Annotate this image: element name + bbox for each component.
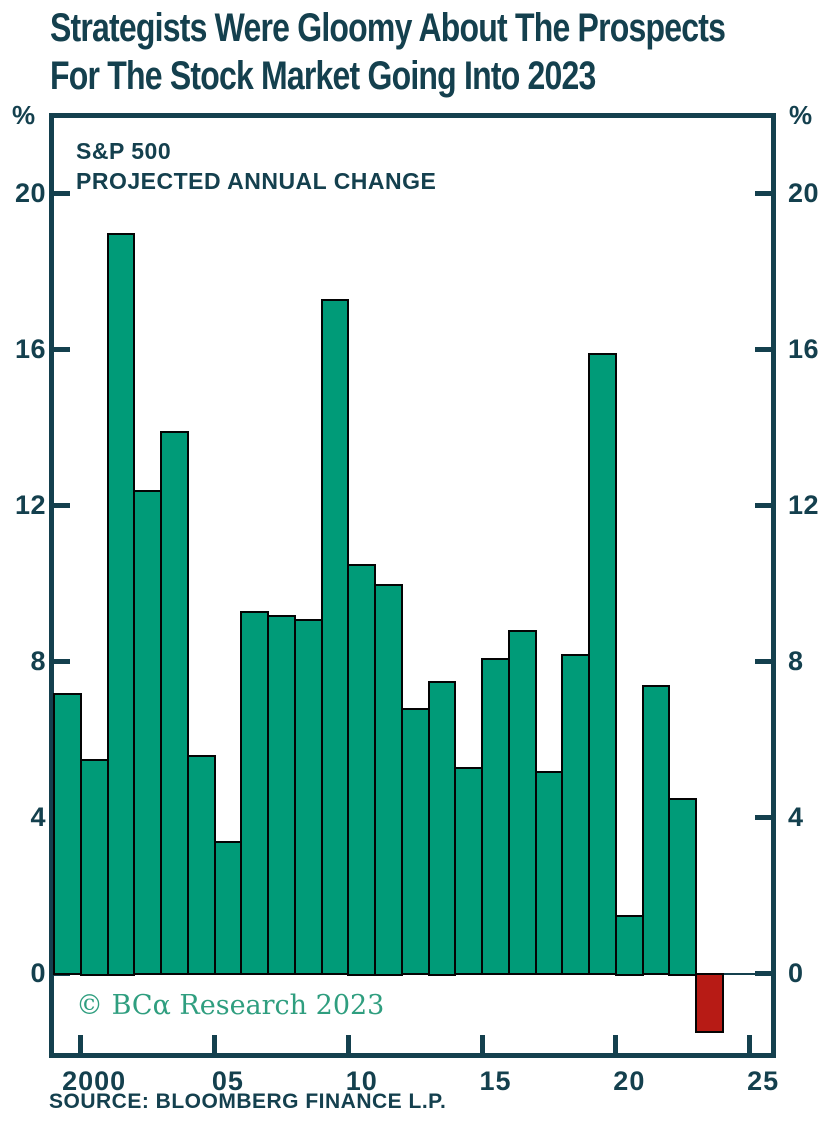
- bar-2004: [186, 755, 216, 976]
- y-axis-unit-left: %: [12, 100, 36, 130]
- bar-2021: [641, 684, 671, 976]
- y-tick-right-8: [755, 659, 771, 664]
- page-title-line-1: Strategists Were Gloomy About The Prospe…: [50, 6, 726, 50]
- bar-2008: [293, 618, 323, 976]
- y-tick-left-20: [54, 191, 70, 196]
- page-title-line-2: For The Stock Market Going Into 2023: [50, 54, 596, 98]
- y-tick-right-0: [755, 971, 771, 976]
- y-tick-right-20: [755, 191, 771, 196]
- chart-header: S&P 500 PROJECTED ANNUAL CHANGE: [76, 136, 436, 196]
- x-axis-label-2020: 20: [613, 1066, 646, 1096]
- x-axis-label-2010: 10: [345, 1066, 378, 1096]
- y-axis-label-right-0: 0: [788, 957, 804, 988]
- bar-2009: [320, 298, 350, 976]
- y-axis-unit-right: %: [789, 100, 813, 130]
- bar-2023: [695, 972, 724, 1033]
- bar-2006: [240, 610, 270, 976]
- bar-2000: [79, 759, 109, 976]
- chart-plot-area: [53, 118, 771, 1053]
- y-tick-left-16: [54, 347, 70, 352]
- chart-plot-frame: [49, 113, 776, 1058]
- bar-2015: [481, 657, 510, 976]
- bar-2020: [614, 915, 644, 976]
- y-axis-label-right-20: 20: [788, 177, 820, 208]
- bar-2013: [427, 681, 457, 976]
- bar-2007: [267, 614, 296, 976]
- bar-2005: [213, 840, 243, 976]
- y-tick-right-4: [755, 815, 771, 820]
- bar-2018: [561, 653, 591, 976]
- x-tick-2010: [345, 1035, 351, 1053]
- y-tick-right-12: [755, 503, 771, 508]
- x-axis-label-2000: 2000: [62, 1066, 127, 1096]
- x-axis-label-2005: 05: [211, 1066, 244, 1096]
- bar-2011: [374, 583, 403, 976]
- y-axis-label-right-16: 16: [788, 333, 820, 364]
- x-tick-2015: [479, 1035, 485, 1053]
- y-axis-label-left-20: 20: [14, 177, 46, 208]
- bar-1999: [53, 692, 82, 976]
- bar-2002: [133, 489, 163, 976]
- bar-2003: [160, 431, 189, 976]
- bar-2017: [534, 770, 564, 976]
- x-tick-2025: [747, 1035, 753, 1053]
- copyright-text: © BCα Research 2023: [76, 990, 385, 1021]
- bar-2001: [106, 232, 136, 976]
- y-axis-label-left-12: 12: [14, 489, 46, 520]
- y-tick-left-12: [54, 503, 70, 508]
- x-axis-label-2015: 15: [479, 1066, 512, 1096]
- bar-2010: [347, 564, 377, 976]
- y-axis-label-right-8: 8: [788, 645, 804, 676]
- x-tick-2020: [613, 1035, 619, 1053]
- x-tick-2000: [78, 1035, 84, 1053]
- bar-2012: [400, 708, 430, 976]
- bar-2016: [507, 630, 537, 976]
- y-axis-label-left-4: 4: [30, 801, 46, 832]
- x-tick-2005: [212, 1035, 218, 1053]
- y-axis-label-left-0: 0: [30, 957, 46, 988]
- y-axis-label-right-4: 4: [788, 801, 804, 832]
- y-tick-left-8: [54, 659, 70, 664]
- y-axis-label-left-8: 8: [30, 645, 46, 676]
- bar-2022: [668, 798, 698, 976]
- source-text: SOURCE: BLOOMBERG FINANCE L.P.: [49, 1090, 447, 1113]
- y-axis-label-right-12: 12: [788, 489, 820, 520]
- y-tick-right-16: [755, 347, 771, 352]
- bar-2019: [588, 353, 617, 976]
- bar-2014: [454, 766, 484, 976]
- chart-header-line-2: PROJECTED ANNUAL CHANGE: [76, 168, 437, 194]
- y-axis-label-left-16: 16: [14, 333, 46, 364]
- chart-header-line-1: S&P 500: [76, 138, 172, 164]
- x-axis-label-2025: 25: [747, 1066, 780, 1096]
